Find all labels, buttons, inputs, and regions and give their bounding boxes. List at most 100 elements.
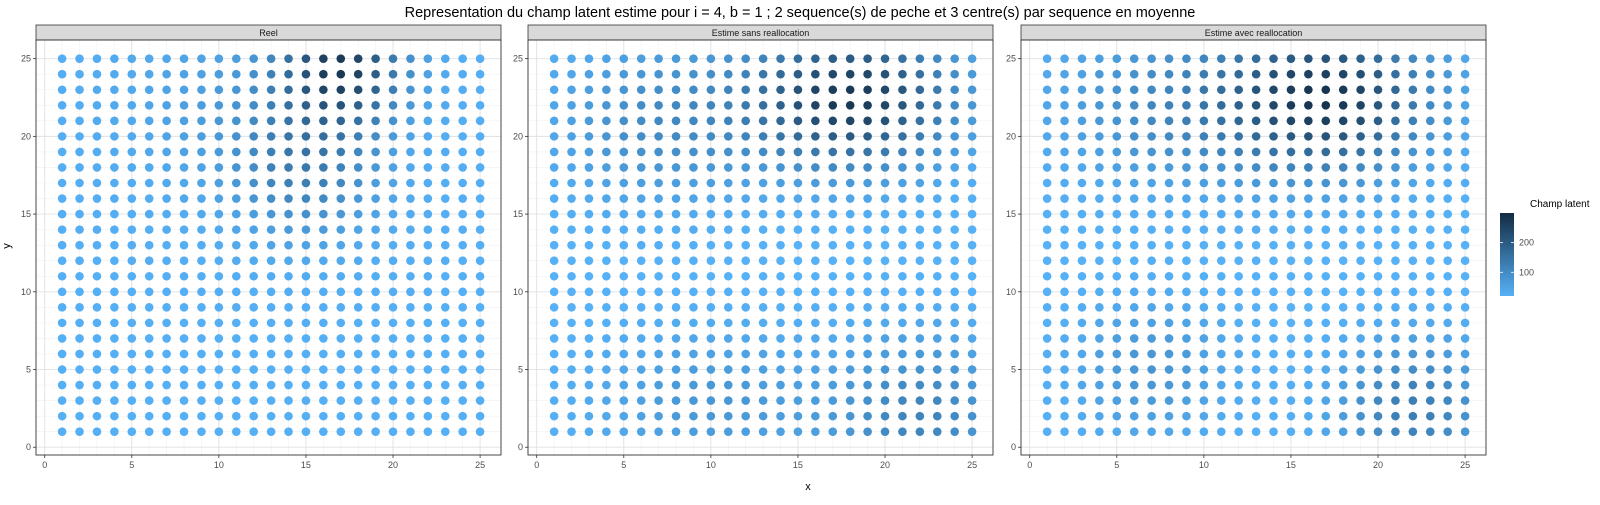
data-point bbox=[197, 411, 206, 421]
data-point bbox=[723, 287, 733, 297]
data-point bbox=[197, 334, 206, 343]
data-point bbox=[1182, 163, 1191, 172]
data-point bbox=[602, 147, 611, 157]
data-point bbox=[1095, 396, 1104, 405]
data-point bbox=[706, 303, 716, 312]
data-point bbox=[1321, 100, 1331, 110]
data-point bbox=[671, 318, 681, 328]
data-point bbox=[144, 85, 154, 95]
data-point bbox=[371, 178, 380, 188]
data-point bbox=[619, 132, 629, 141]
data-point bbox=[214, 209, 224, 219]
data-point bbox=[636, 209, 646, 219]
x-tick-label: 0 bbox=[534, 460, 539, 470]
data-point bbox=[231, 334, 241, 343]
data-point bbox=[1164, 100, 1174, 110]
data-point bbox=[967, 54, 977, 63]
data-point bbox=[110, 287, 119, 297]
data-point bbox=[319, 396, 328, 405]
data-point bbox=[1234, 334, 1243, 343]
data-point bbox=[549, 100, 559, 110]
data-point bbox=[1182, 225, 1191, 234]
data-point bbox=[776, 427, 785, 436]
data-point bbox=[898, 411, 907, 421]
data-point bbox=[584, 132, 594, 141]
data-point bbox=[1251, 349, 1261, 359]
y-tick-label: 0 bbox=[26, 442, 31, 452]
data-point bbox=[284, 116, 293, 126]
data-point bbox=[811, 85, 820, 95]
data-point bbox=[1199, 163, 1209, 172]
data-point bbox=[880, 380, 890, 390]
data-point bbox=[967, 225, 977, 234]
data-point bbox=[1182, 69, 1191, 79]
data-point bbox=[1304, 69, 1313, 79]
data-point bbox=[336, 349, 346, 359]
data-point bbox=[301, 334, 311, 343]
data-point bbox=[776, 240, 785, 250]
data-point bbox=[475, 365, 485, 374]
data-point bbox=[301, 396, 311, 405]
data-point bbox=[619, 85, 629, 95]
data-point bbox=[214, 365, 224, 374]
data-point bbox=[214, 380, 224, 390]
data-point bbox=[458, 225, 467, 234]
data-point bbox=[353, 209, 363, 219]
data-point bbox=[950, 194, 959, 203]
data-point bbox=[1425, 271, 1435, 281]
data-point bbox=[75, 194, 84, 203]
data-point bbox=[162, 147, 171, 157]
data-point bbox=[689, 240, 698, 250]
data-point bbox=[654, 225, 663, 234]
data-point bbox=[458, 256, 467, 266]
data-point bbox=[1129, 163, 1139, 172]
data-point bbox=[388, 54, 398, 63]
data-point bbox=[197, 287, 206, 297]
data-point bbox=[967, 365, 977, 374]
data-point bbox=[214, 163, 224, 172]
data-point bbox=[915, 380, 925, 390]
data-point bbox=[898, 427, 907, 436]
data-point bbox=[440, 69, 450, 79]
data-point bbox=[423, 100, 433, 110]
data-point bbox=[863, 380, 872, 390]
data-point bbox=[915, 225, 925, 234]
data-point bbox=[336, 396, 346, 405]
data-point bbox=[127, 380, 137, 390]
data-point bbox=[214, 271, 224, 281]
data-point bbox=[654, 427, 663, 436]
data-point bbox=[898, 178, 907, 188]
data-point bbox=[1077, 132, 1087, 141]
data-point bbox=[179, 240, 189, 250]
data-point bbox=[1199, 54, 1209, 63]
data-point bbox=[549, 116, 559, 126]
data-point bbox=[1112, 100, 1122, 110]
data-point bbox=[845, 54, 855, 63]
data-point bbox=[932, 411, 942, 421]
data-point bbox=[950, 287, 959, 297]
data-point bbox=[1216, 54, 1226, 63]
data-point bbox=[1042, 396, 1052, 405]
data-point bbox=[388, 132, 398, 141]
data-point bbox=[549, 256, 559, 266]
data-point bbox=[1077, 380, 1087, 390]
data-point bbox=[915, 365, 925, 374]
data-point bbox=[776, 147, 785, 157]
data-point bbox=[1443, 365, 1452, 374]
data-point bbox=[706, 427, 716, 436]
data-point bbox=[1304, 334, 1313, 343]
data-point bbox=[706, 318, 716, 328]
data-point bbox=[1338, 100, 1348, 110]
data-point bbox=[1234, 225, 1243, 234]
data-point bbox=[1112, 116, 1122, 126]
data-point bbox=[1251, 69, 1261, 79]
data-point bbox=[214, 100, 224, 110]
data-point bbox=[602, 194, 611, 203]
data-point bbox=[932, 349, 942, 359]
data-point bbox=[423, 147, 433, 157]
data-point bbox=[1147, 147, 1156, 157]
data-point bbox=[284, 349, 293, 359]
data-point bbox=[406, 427, 415, 436]
data-point bbox=[423, 271, 433, 281]
data-point bbox=[671, 147, 681, 157]
